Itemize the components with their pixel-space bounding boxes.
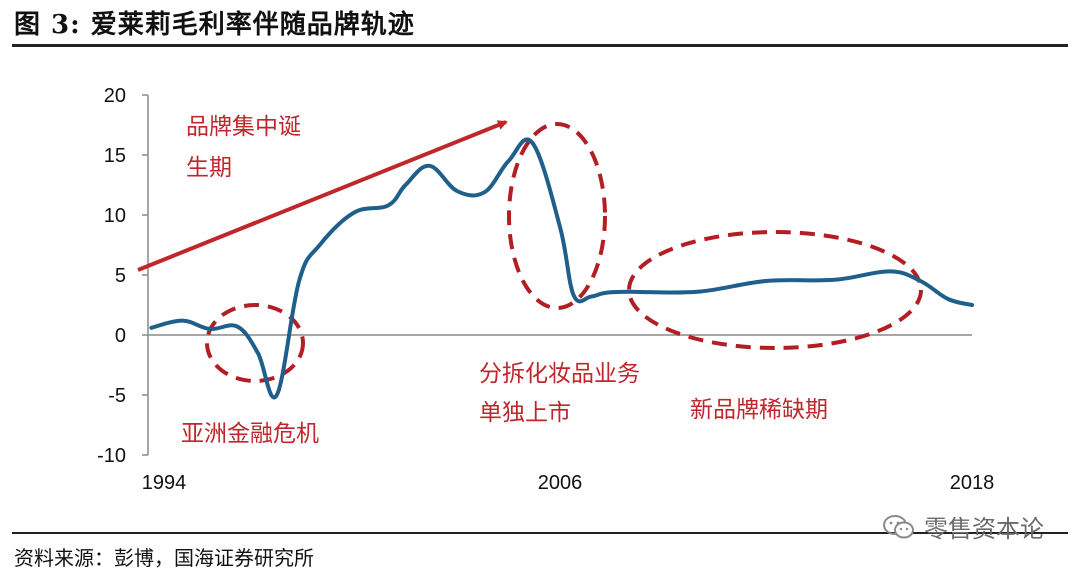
annotation-spinoff-line2: 单独上市 <box>479 400 571 426</box>
series-line <box>149 137 974 400</box>
annotation-brand-era-line2: 生期 <box>186 155 232 181</box>
y-tick-label: 10 <box>104 205 126 227</box>
chart: 20 15 10 5 0 -5 -10 1994 2006 2018 品牌集中诞 生期 亚洲金融… <box>97 85 995 494</box>
y-tick-label: 5 <box>115 265 126 287</box>
watermark-text: 零售资本论 <box>924 515 1044 543</box>
annotation-spinoff-line1: 分拆化妆品业务 <box>479 361 640 387</box>
x-tick-label: 2006 <box>538 472 583 494</box>
annotation-brand-scarcity: 新品牌稀缺期 <box>690 397 828 423</box>
x-tick-label: 1994 <box>142 472 187 494</box>
y-tick-label: -5 <box>108 385 126 407</box>
y-tick-label: 0 <box>115 325 126 347</box>
watermark: 零售资本论 <box>882 509 1044 544</box>
title-rule <box>12 44 1068 47</box>
trend-arrow <box>137 120 508 272</box>
wechat-icon <box>883 514 914 538</box>
y-ticks: 20 15 10 5 0 -5 -10 <box>97 85 148 467</box>
crisis-ellipse <box>205 303 305 383</box>
source-note: 资料来源：彭博，国海证券研究所 <box>14 546 314 570</box>
figure-title: 图 3: 爱莱莉毛利率伴随品牌轨迹 <box>14 10 415 40</box>
annotation-brand-era-line1: 品牌集中诞 <box>186 114 301 140</box>
scarcity-ellipse <box>627 230 923 350</box>
y-tick-label: 20 <box>104 85 126 107</box>
footer-rule <box>12 532 1068 534</box>
y-tick-label: -10 <box>97 445 126 467</box>
y-tick-label: 15 <box>104 145 126 167</box>
x-ticks: 1994 2006 2018 <box>142 472 995 494</box>
spinoff-ellipse <box>507 122 607 310</box>
series-points <box>149 141 974 397</box>
x-tick-label: 2018 <box>950 472 995 494</box>
annotation-asian-crisis: 亚洲金融危机 <box>181 421 319 447</box>
